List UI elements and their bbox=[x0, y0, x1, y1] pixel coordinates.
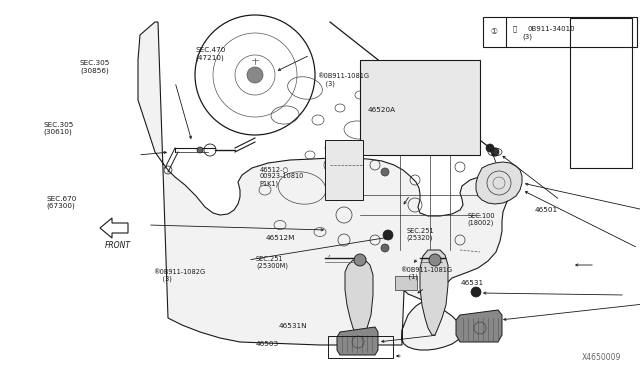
Bar bbox=[395, 276, 417, 290]
Text: SEC.670
(67300): SEC.670 (67300) bbox=[46, 196, 76, 209]
Text: SEC.305
(30856): SEC.305 (30856) bbox=[80, 60, 110, 74]
Polygon shape bbox=[138, 22, 516, 350]
Text: ®0B911-1081G
    (3): ®0B911-1081G (3) bbox=[317, 73, 369, 87]
Text: 46512-○
00923-10810
P1K1): 46512-○ 00923-10810 P1K1) bbox=[259, 166, 303, 187]
Text: 46501: 46501 bbox=[534, 207, 557, 213]
Text: Ⓝ: Ⓝ bbox=[513, 26, 516, 32]
Text: 46531N: 46531N bbox=[278, 323, 307, 328]
Text: 46503: 46503 bbox=[256, 341, 279, 347]
Polygon shape bbox=[337, 327, 378, 355]
Bar bbox=[325, 140, 363, 200]
Polygon shape bbox=[420, 250, 448, 335]
Circle shape bbox=[247, 67, 263, 83]
Text: ①: ① bbox=[491, 27, 497, 36]
Text: SEC.251
(25320): SEC.251 (25320) bbox=[406, 228, 434, 241]
Text: X4650009: X4650009 bbox=[581, 353, 621, 362]
Text: 46531: 46531 bbox=[461, 280, 484, 286]
Text: (3): (3) bbox=[522, 34, 532, 41]
Circle shape bbox=[486, 144, 494, 152]
Polygon shape bbox=[476, 162, 522, 204]
Circle shape bbox=[354, 254, 366, 266]
Text: SEC.251
(25300M): SEC.251 (25300M) bbox=[256, 256, 288, 269]
Bar bbox=[360, 60, 480, 155]
Text: SEC.100
(18002): SEC.100 (18002) bbox=[467, 213, 495, 226]
Text: SEC.305
(30610): SEC.305 (30610) bbox=[44, 122, 74, 135]
Text: FRONT: FRONT bbox=[105, 241, 131, 250]
Text: ®0B911-1081G
    (1): ®0B911-1081G (1) bbox=[400, 267, 452, 280]
Text: 46512M: 46512M bbox=[266, 235, 295, 241]
Circle shape bbox=[491, 148, 499, 156]
Circle shape bbox=[383, 230, 393, 240]
Text: 46520A: 46520A bbox=[368, 107, 396, 113]
Circle shape bbox=[471, 287, 481, 297]
Text: 0B911-34010: 0B911-34010 bbox=[527, 26, 575, 32]
Circle shape bbox=[429, 254, 441, 266]
Circle shape bbox=[381, 244, 389, 252]
Text: SEC.470
(47210): SEC.470 (47210) bbox=[195, 47, 225, 61]
Bar bbox=[483, 17, 637, 46]
Bar bbox=[328, 336, 393, 358]
Polygon shape bbox=[345, 260, 373, 338]
Circle shape bbox=[381, 168, 389, 176]
Text: ®0B911-1082G
    (3): ®0B911-1082G (3) bbox=[154, 269, 205, 282]
Polygon shape bbox=[456, 310, 502, 342]
Circle shape bbox=[197, 147, 203, 153]
Bar bbox=[570, 18, 632, 168]
